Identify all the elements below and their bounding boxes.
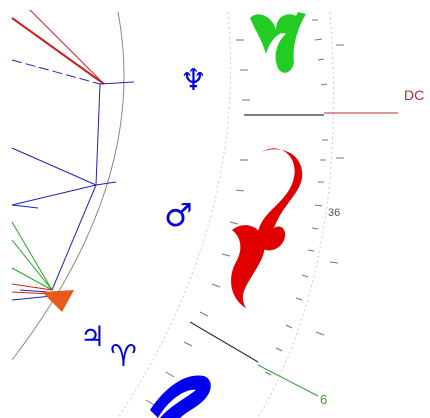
- degree-label-36: 36: [328, 207, 340, 219]
- taurus-sign-icon: [250, 12, 306, 73]
- jupiter-icon: ♃: [80, 320, 105, 353]
- neptune-icon: ♆: [180, 63, 207, 98]
- house-six-label: 6: [320, 392, 327, 407]
- mars-icon: ♂: [164, 196, 193, 234]
- cancer-sign-icon: [231, 148, 303, 308]
- zodiac-ring-inner-edge: [117, 11, 232, 418]
- descendant-label: DC: [404, 87, 424, 103]
- gemini-sign-icon: [150, 375, 211, 418]
- zodiac-ring-outer-edge: [257, 11, 335, 418]
- house-six-cusp-line: [257, 364, 319, 397]
- degree-ticks: [145, 19, 344, 406]
- aspect-lines: [11, 9, 135, 301]
- aries-icon: ♈: [110, 339, 137, 374]
- house-cusp-line: [189, 321, 259, 363]
- planet-highlight-wedge: [42, 290, 74, 312]
